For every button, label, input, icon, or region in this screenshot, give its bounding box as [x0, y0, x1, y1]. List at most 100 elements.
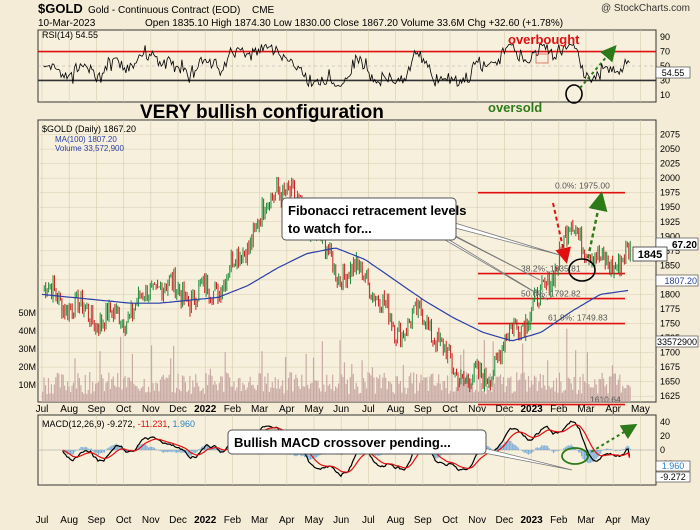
volume-bar — [357, 386, 359, 402]
macd-histogram-bar — [95, 450, 97, 453]
macd-histogram-bar — [71, 450, 73, 455]
macd-histogram-bar — [109, 446, 111, 450]
volume-bar — [181, 375, 184, 402]
volume-bar — [404, 387, 406, 402]
macd-hist-tag-text: 1.960 — [662, 461, 685, 471]
exchange: CME — [252, 5, 275, 16]
volume-bar — [153, 390, 156, 402]
ma-tag-text: 1807.20 — [664, 276, 697, 286]
volume-bar — [573, 377, 575, 402]
volume-bar — [323, 384, 325, 402]
macd-histogram-bar — [196, 450, 198, 453]
top-axis-label: May — [305, 404, 324, 415]
macd-histogram-bar — [159, 450, 161, 451]
macd-histogram-bar — [103, 450, 106, 453]
volume-bar — [174, 392, 176, 402]
price-tick-label: 2050 — [660, 144, 680, 154]
volume-bar — [502, 376, 505, 402]
top-axis-label: Sep — [414, 404, 432, 415]
macd-histogram-bar — [186, 450, 188, 455]
volume-bar — [143, 378, 145, 402]
volume-bar — [201, 390, 203, 402]
volume-bar — [388, 381, 390, 402]
volume-bar — [461, 377, 463, 402]
volume-bar — [165, 377, 167, 402]
macd-histogram-bar — [539, 446, 541, 450]
volume-bar — [292, 391, 294, 402]
macd-histogram-bar — [510, 440, 512, 450]
macd-histogram-bar — [625, 447, 627, 450]
macd-histogram-bar — [72, 450, 75, 455]
macd-histogram-bar — [112, 444, 114, 450]
volume-bar — [108, 372, 110, 402]
volume-bar — [533, 375, 535, 402]
volume-bar — [616, 384, 618, 402]
macd-histogram-bar — [505, 441, 508, 450]
volume-bar — [629, 386, 631, 402]
macd-histogram-bar — [498, 446, 500, 450]
volume-bar — [390, 383, 393, 402]
volume-bar — [293, 379, 295, 402]
macd-histogram-bar — [541, 445, 543, 450]
macd-histogram-bar — [106, 448, 108, 450]
volume-bar — [603, 378, 605, 402]
volume-bar — [332, 374, 334, 402]
volume-bar — [211, 375, 213, 402]
volume-bar — [164, 379, 166, 402]
volume-bar — [557, 392, 559, 402]
volume-bar — [449, 390, 452, 402]
volume-bar — [368, 373, 371, 402]
macd-histogram-bar — [118, 445, 120, 450]
rsi-value-tag-text: 54.55 — [662, 68, 685, 78]
volume-bar — [411, 383, 413, 402]
macd-histogram-bar — [100, 450, 103, 454]
macd-tick-label: 0 — [660, 445, 665, 455]
volume-bar — [527, 376, 530, 402]
macd-histogram-bar — [517, 447, 519, 450]
volume-bar — [626, 384, 628, 402]
volume-bar — [586, 352, 589, 402]
macd-histogram-bar — [548, 448, 550, 450]
macd-histogram-bar — [208, 446, 210, 450]
volume-bar — [246, 387, 248, 402]
volume-bar — [42, 391, 44, 402]
volume-bar — [209, 368, 212, 402]
volume-bar — [371, 367, 374, 402]
macd-histogram-bar — [605, 448, 608, 450]
volume-bar — [520, 373, 522, 402]
volume-bar — [184, 382, 187, 402]
volume-bar — [486, 385, 488, 402]
volume-bar — [560, 381, 562, 402]
price-tick-label: 1975 — [660, 188, 680, 198]
volume-bar — [441, 390, 443, 402]
macd-histogram-bar — [600, 450, 602, 454]
top-axis-label: Nov — [468, 404, 486, 415]
macd-legend-signal: -11.231 — [138, 419, 168, 429]
volume-bar — [427, 391, 429, 402]
volume-bar — [112, 376, 114, 402]
macd-histogram-bar — [538, 448, 540, 450]
macd-histogram-bar — [168, 450, 170, 452]
volume-bar — [523, 372, 525, 402]
volume-bar — [535, 377, 537, 402]
volume-bar — [87, 389, 89, 402]
volume-bar — [601, 372, 603, 402]
volume-bar — [622, 385, 624, 402]
macd-histogram-bar — [177, 450, 179, 453]
macd-histogram-bar — [507, 441, 509, 450]
macd-histogram-bar — [583, 450, 586, 461]
volume-tick-label: 10M — [18, 380, 36, 390]
volume-bar — [435, 385, 437, 402]
volume-bar — [196, 382, 198, 402]
macd-histogram-bar — [87, 448, 89, 450]
volume-bar — [327, 385, 329, 402]
volume-bar — [171, 391, 173, 402]
volume-bar — [103, 391, 106, 402]
volume-bar — [268, 391, 270, 402]
volume-bar — [360, 392, 362, 402]
macd-circle — [561, 447, 589, 465]
volume-bar — [471, 383, 474, 402]
macd-histogram-bar — [127, 450, 129, 453]
volume-bar — [526, 391, 528, 402]
rsi-tick-label: 90 — [660, 32, 670, 42]
